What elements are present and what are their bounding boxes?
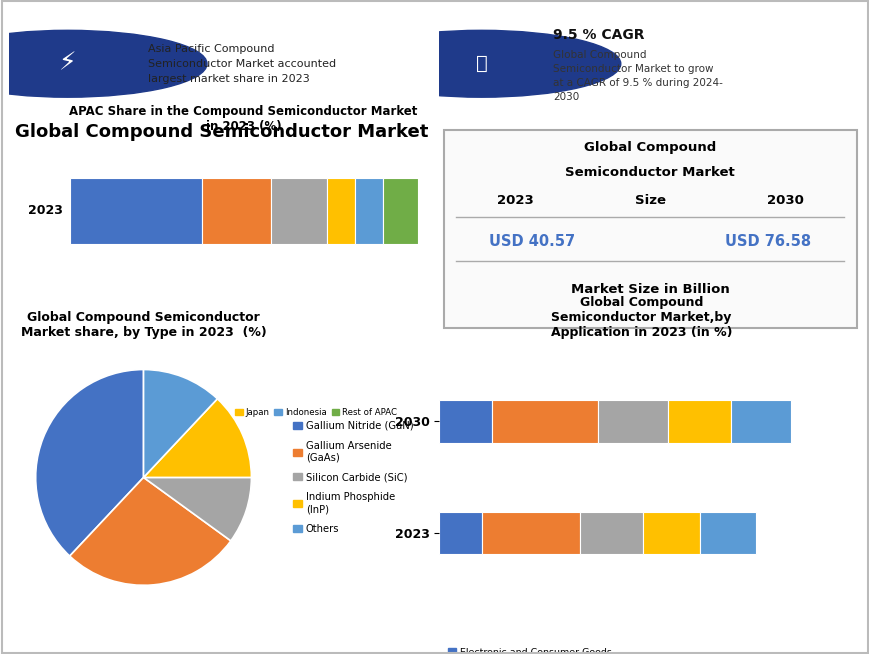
Circle shape: [0, 30, 207, 97]
Text: USD 76.58: USD 76.58: [725, 233, 811, 249]
Legend: China, India, South Korea, Japan, Indonesia, Rest of APAC: China, India, South Korea, Japan, Indone…: [87, 404, 400, 420]
Wedge shape: [36, 370, 143, 556]
Text: 2023: 2023: [28, 205, 63, 217]
Bar: [643, 511, 699, 554]
Bar: [481, 511, 580, 554]
Bar: [439, 511, 481, 554]
Circle shape: [342, 30, 620, 97]
Legend: Electronic and Consumer Goods, IT and Telecom, Automotive, Aerospace and Defence: Electronic and Consumer Goods, IT and Te…: [443, 644, 615, 654]
Wedge shape: [70, 477, 230, 585]
Text: Size: Size: [634, 194, 665, 207]
Text: USD 40.57: USD 40.57: [488, 233, 574, 249]
Text: 🔥: 🔥: [475, 54, 487, 73]
Bar: [271, 178, 327, 244]
Bar: [327, 178, 355, 244]
Bar: [667, 400, 731, 443]
Text: Global Compound: Global Compound: [583, 141, 716, 154]
FancyBboxPatch shape: [443, 129, 856, 328]
Title: Global Compound Semiconductor
Market share, by Type in 2023  (%): Global Compound Semiconductor Market sha…: [21, 311, 266, 339]
Text: Asia Pacific Compound
Semiconductor Market accounted
largest market share in 202: Asia Pacific Compound Semiconductor Mark…: [148, 44, 335, 84]
Bar: [731, 400, 790, 443]
Text: 2030: 2030: [766, 194, 803, 207]
Wedge shape: [143, 477, 251, 541]
Bar: [355, 178, 382, 244]
Bar: [70, 178, 202, 244]
Bar: [382, 178, 417, 244]
Legend: Gallium Nitride (GaN), Gallium Arsenide
(GaAs), Silicon Carbide (SiC), Indium Ph: Gallium Nitride (GaN), Gallium Arsenide …: [289, 417, 417, 538]
Wedge shape: [143, 370, 217, 477]
Text: 9.5 % CAGR: 9.5 % CAGR: [553, 28, 644, 43]
Wedge shape: [143, 399, 251, 477]
Title: APAC Share in the Compound Semiconductor Market
in 2023 (%): APAC Share in the Compound Semiconductor…: [70, 105, 417, 133]
Text: Semiconductor Market: Semiconductor Market: [565, 165, 734, 179]
Text: 2023: 2023: [496, 194, 533, 207]
Text: Global Compound Semiconductor Market: Global Compound Semiconductor Market: [15, 123, 428, 141]
Text: Market Size in Billion: Market Size in Billion: [570, 283, 729, 296]
Bar: [699, 511, 755, 554]
Bar: [202, 178, 271, 244]
Bar: [580, 511, 643, 554]
Text: ⚡: ⚡: [59, 52, 76, 76]
Bar: [492, 400, 597, 443]
Bar: [439, 400, 492, 443]
Title: Global Compound
Semiconductor Market,by
Application in 2023 (in %): Global Compound Semiconductor Market,by …: [550, 296, 732, 339]
Text: Global Compound
Semiconductor Market to grow
at a CAGR of 9.5 % during 2024-
203: Global Compound Semiconductor Market to …: [553, 50, 722, 102]
Bar: [597, 400, 667, 443]
